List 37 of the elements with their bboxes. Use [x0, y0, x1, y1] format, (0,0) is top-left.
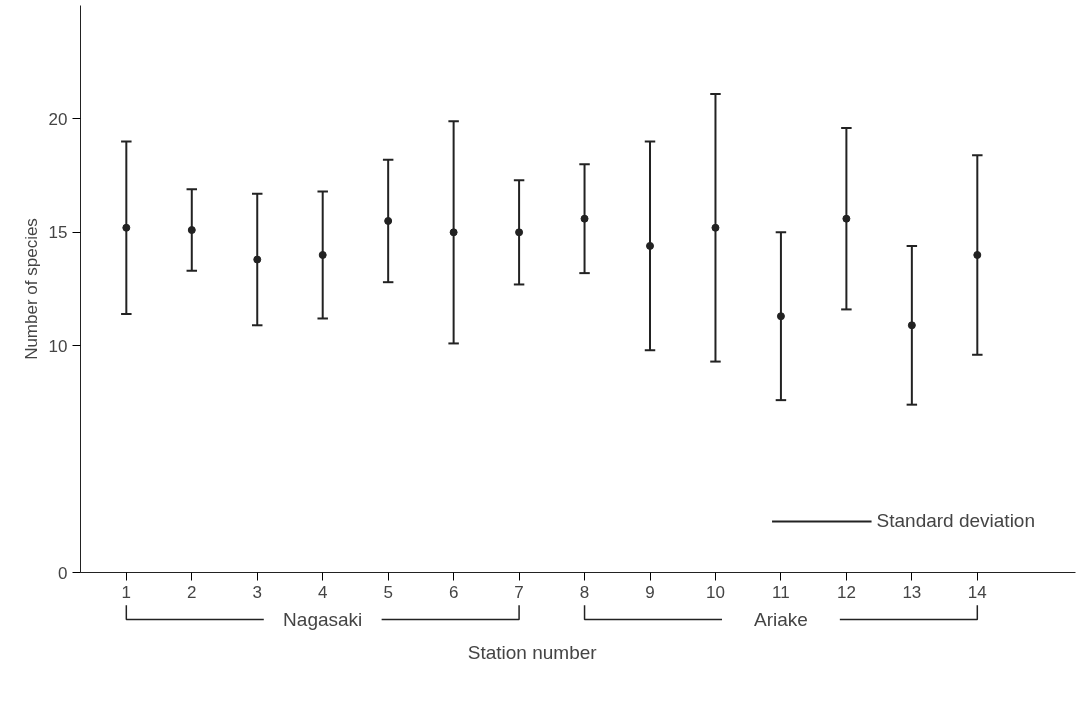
point — [384, 216, 393, 225]
y-tick-label: 10 — [48, 336, 68, 356]
point — [646, 241, 655, 250]
point — [253, 255, 262, 264]
y-axis-title: Number of species — [21, 218, 41, 360]
x-tick-label: 2 — [187, 582, 197, 602]
y-tick-label: 15 — [48, 223, 68, 243]
y-tick-label: 20 — [48, 109, 68, 129]
point — [842, 214, 851, 223]
x-tick-label: 14 — [967, 582, 987, 602]
text: Nagasaki — [283, 609, 363, 630]
point — [580, 214, 589, 223]
x-tick-label: 13 — [902, 582, 922, 602]
x-tick-label: 10 — [706, 582, 725, 602]
point — [122, 223, 131, 232]
point — [515, 228, 524, 237]
x-tick-label: 1 — [121, 582, 132, 602]
x-tick-label: 12 — [836, 582, 856, 602]
point — [973, 250, 982, 259]
x-tick-label: 9 — [645, 582, 655, 602]
x-tick-label: 8 — [579, 582, 590, 602]
point — [318, 250, 327, 259]
x-tick-label: 7 — [514, 582, 524, 602]
x-tick-label: 6 — [448, 582, 459, 602]
x-tick-label: 4 — [317, 582, 328, 602]
x-tick-label: 5 — [383, 582, 393, 602]
point — [711, 223, 720, 232]
text: Standard deviation — [876, 510, 1035, 532]
point — [449, 228, 458, 237]
point — [776, 312, 785, 321]
x-tick-label: 3 — [252, 582, 262, 602]
y-tick-label: 0 — [58, 563, 68, 583]
text: Ariake — [754, 609, 808, 630]
point — [187, 226, 196, 235]
point — [907, 321, 916, 330]
x-tick-label: 11 — [772, 582, 790, 602]
x-axis-title: Station number — [467, 642, 598, 664]
